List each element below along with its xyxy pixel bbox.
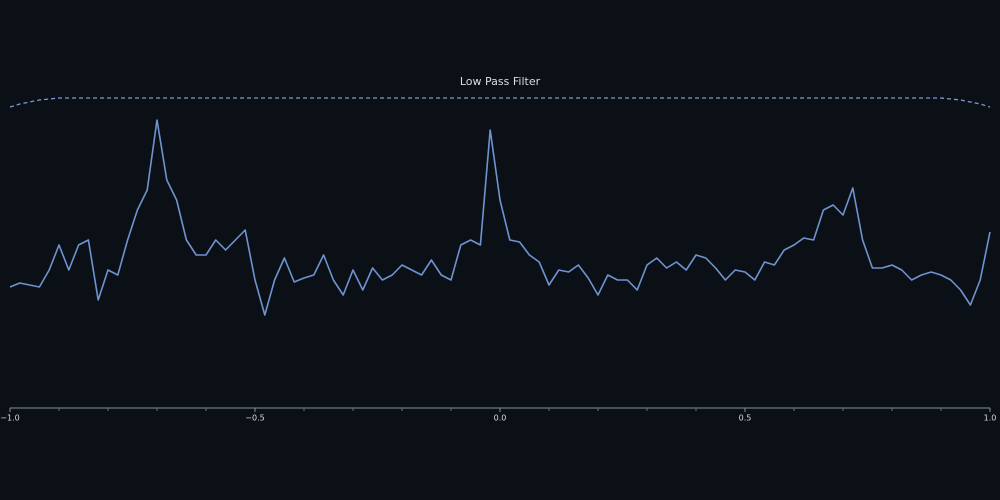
signal-line xyxy=(9,119,991,316)
x-tick-label: 0.5 xyxy=(739,414,752,423)
filter-line xyxy=(9,97,991,108)
x-tick-label: 1.0 xyxy=(984,414,997,423)
x-tick-label: −1.0 xyxy=(0,414,19,423)
x-tick-label: 0.0 xyxy=(494,414,507,423)
x-tick-label: −0.5 xyxy=(245,414,264,423)
chart-title: Low Pass Filter xyxy=(460,75,541,88)
